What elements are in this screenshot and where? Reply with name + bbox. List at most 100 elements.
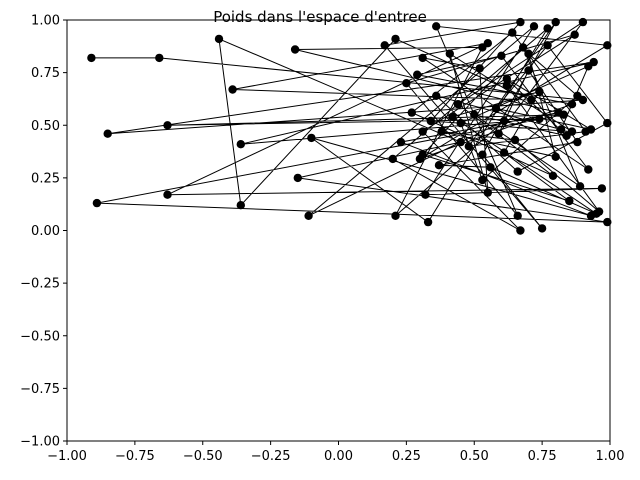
data-point — [603, 217, 612, 227]
data-point — [432, 22, 441, 31]
data-point — [497, 51, 506, 60]
data-point — [453, 100, 463, 109]
data-point — [396, 137, 406, 147]
data-point — [603, 118, 612, 128]
chart-title: Poids dans l'espace d'entree — [213, 8, 427, 26]
data-point — [584, 62, 593, 71]
data-point — [290, 45, 300, 54]
data-point — [543, 41, 552, 50]
x-tick-label: 0.25 — [392, 449, 421, 464]
data-point — [565, 196, 574, 206]
data-point — [537, 224, 547, 233]
data-point — [603, 41, 612, 50]
data-point — [307, 133, 316, 143]
data-point — [529, 22, 539, 31]
data-point — [445, 49, 454, 58]
data-point — [426, 116, 435, 126]
data-point — [575, 182, 585, 191]
data-point — [434, 161, 444, 170]
data-point — [554, 108, 563, 117]
data-point — [418, 53, 427, 63]
data-point — [478, 150, 487, 159]
data-point — [573, 91, 582, 101]
data-point — [570, 30, 579, 39]
data-point — [516, 17, 525, 27]
data-point — [402, 79, 411, 88]
data-point — [494, 129, 503, 138]
data-point — [516, 226, 525, 235]
data-point — [464, 142, 473, 151]
x-tick-label: −0.25 — [251, 449, 291, 464]
data-point — [236, 140, 245, 149]
data-point — [483, 188, 492, 197]
x-tick-label: 1.00 — [596, 449, 625, 464]
data-point — [475, 64, 484, 73]
data-point — [499, 148, 509, 157]
data-point — [413, 70, 422, 79]
data-point — [556, 125, 566, 134]
data-point — [518, 43, 528, 52]
data-point — [597, 184, 607, 193]
data-point — [87, 53, 96, 63]
data-point — [380, 41, 389, 50]
x-tick-label: 0.00 — [324, 449, 353, 464]
x-tick-label: −0.75 — [115, 449, 155, 464]
data-point — [236, 201, 245, 210]
data-point — [432, 91, 441, 101]
data-point — [293, 173, 302, 183]
y-tick-label: −0.50 — [20, 329, 60, 344]
data-point — [584, 165, 593, 174]
data-point — [163, 190, 172, 199]
data-point — [391, 211, 400, 220]
data-point — [103, 129, 112, 138]
data-point — [456, 137, 465, 147]
axis-layer: −1.00 −0.75 −0.50 −0.25 0.00 0.25 0.50 0.75 1.00… — [20, 14, 624, 465]
data-point — [423, 217, 433, 227]
x-tick-label: −0.50 — [183, 449, 223, 464]
y-tick-label: −0.75 — [20, 382, 60, 397]
data-point — [513, 211, 522, 220]
data-point — [513, 167, 522, 176]
data-point — [508, 28, 517, 37]
data-point — [586, 125, 596, 134]
data-point — [388, 154, 397, 164]
y-tick-label: 1.00 — [31, 14, 60, 29]
data-point — [502, 74, 511, 84]
data-point — [562, 131, 571, 140]
data-point — [478, 175, 487, 185]
series-line — [91, 21, 609, 231]
data-point — [543, 24, 552, 33]
data-point — [470, 110, 479, 119]
data-point — [573, 137, 582, 147]
data-point — [486, 163, 495, 172]
data-point — [578, 17, 588, 27]
data-point — [524, 66, 533, 75]
y-tick-label: 0.50 — [31, 119, 60, 134]
y-tick-label: −1.00 — [20, 435, 60, 450]
data-point — [437, 127, 446, 136]
data-point — [92, 198, 102, 208]
data-point — [524, 49, 533, 58]
data-point — [594, 207, 604, 216]
x-tick-label: 0.75 — [528, 449, 557, 464]
data-point — [304, 211, 313, 220]
data-point — [421, 190, 430, 199]
data-point — [535, 114, 544, 124]
y-tick-label: 0.00 — [31, 224, 60, 239]
data-point — [407, 108, 416, 117]
data-point — [527, 95, 536, 105]
data-point — [535, 87, 544, 96]
data-point — [214, 34, 224, 44]
data-point — [548, 171, 558, 180]
x-tick-label: −1.00 — [47, 449, 87, 464]
y-tick-label: 0.25 — [31, 171, 60, 186]
x-tick-label: 0.50 — [460, 449, 489, 464]
data-point — [567, 100, 577, 109]
data-point — [163, 121, 172, 130]
data-point — [456, 118, 465, 128]
data-point — [228, 85, 237, 94]
series-layer — [87, 17, 612, 235]
y-tick-label: 0.75 — [31, 66, 60, 81]
